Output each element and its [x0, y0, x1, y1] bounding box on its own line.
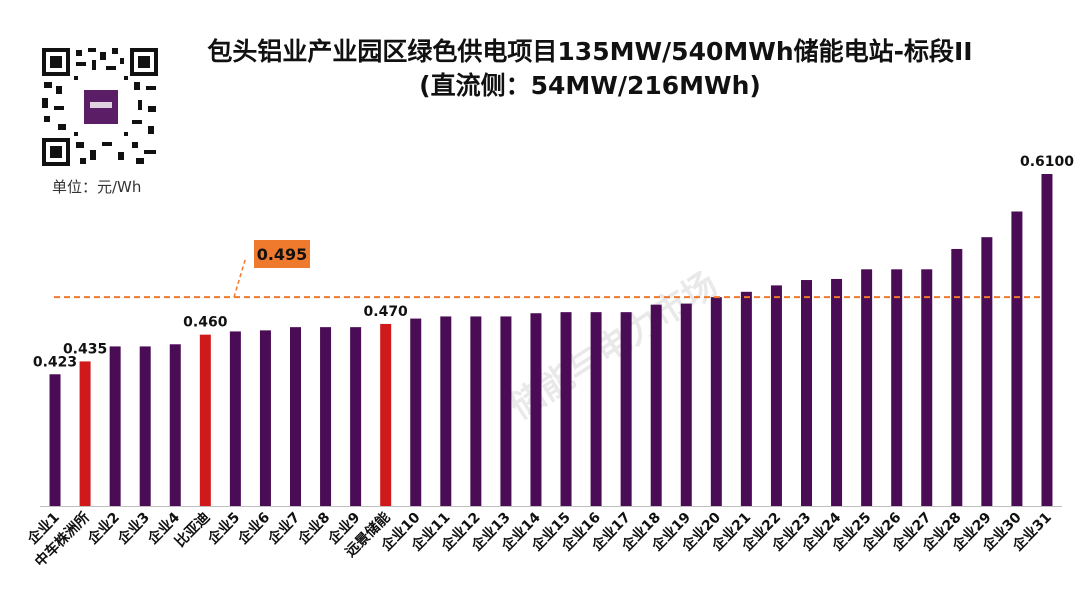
bar-企业3	[139, 346, 151, 506]
bar-企业16	[590, 312, 602, 506]
bar-企业2	[109, 346, 121, 506]
bar-远景储能	[380, 323, 392, 506]
x-tick-label: 企业7	[264, 509, 303, 548]
data-label-远景储能: 0.470	[364, 304, 409, 320]
data-label-比亚迪: 0.460	[183, 315, 228, 331]
bar-企业21	[740, 291, 752, 506]
x-tick-label: 企业5	[204, 509, 243, 548]
chart-subtitle: (直流侧：54MW/216MWh)	[419, 71, 761, 100]
data-label-企业31: 0.6100	[1020, 154, 1074, 170]
bar-企业6	[259, 330, 271, 506]
bar-企业17	[620, 312, 632, 506]
bar-企业15	[560, 312, 572, 506]
data-label-中车株洲所: 0.435	[63, 341, 107, 357]
chart-title: 包头铝业产业园区绿色供电项目135MW/540MWh储能电站-标段II	[207, 37, 973, 66]
x-tick-label: 企业2	[84, 509, 123, 548]
average-label-box	[254, 240, 310, 268]
bar-企业28	[951, 248, 963, 506]
data-label-企业1: 0.423	[33, 354, 77, 370]
bar-企业19	[680, 303, 692, 506]
bar-企业27	[921, 269, 933, 506]
average-label: 0.495	[257, 245, 308, 264]
bar-企业10	[410, 318, 422, 506]
qr-code-icon	[40, 46, 160, 168]
bar-企业5	[229, 331, 241, 506]
bar-企业22	[770, 285, 782, 506]
bar-企业12	[470, 316, 482, 506]
bar-中车株洲所	[79, 361, 91, 506]
bar-企业13	[500, 316, 512, 506]
bar-企业11	[440, 316, 452, 506]
bar-企业29	[981, 237, 993, 506]
bar-企业20	[710, 297, 722, 506]
bar-企业7	[290, 327, 301, 506]
bar-企业25	[861, 269, 873, 506]
bar-企业26	[891, 269, 903, 506]
average-leader-line	[233, 256, 247, 298]
bar-企业23	[801, 280, 812, 506]
unit-label: 单位：元/Wh	[52, 178, 142, 196]
bar-企业18	[650, 304, 662, 506]
bar-企业31	[1041, 174, 1053, 506]
bar-比亚迪	[199, 334, 211, 506]
x-tick-label: 企业3	[114, 509, 153, 548]
bar-企业24	[831, 278, 843, 506]
x-tick-label: 企业8	[294, 509, 333, 548]
bar-企业8	[320, 327, 332, 506]
bar-企业9	[350, 327, 362, 506]
bar-企业30	[1011, 211, 1023, 506]
bar-企业4	[169, 344, 181, 506]
bar-企业1	[49, 374, 61, 506]
x-tick-label: 比亚迪	[171, 509, 213, 551]
bar-企业14	[530, 313, 542, 506]
x-tick-label: 企业6	[234, 509, 273, 548]
